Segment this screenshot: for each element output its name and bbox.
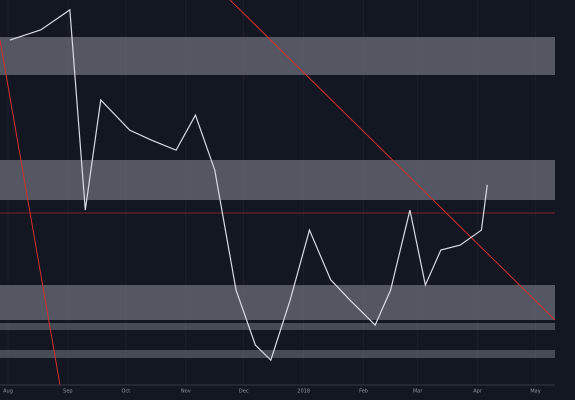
x-tick-label: Mar: [413, 389, 423, 395]
zone: [0, 37, 555, 75]
x-tick-label: Oct: [122, 389, 131, 395]
trend-line: [229, 0, 556, 321]
price-line: [9, 8, 488, 362]
trend-line: [0, 39, 61, 386]
x-tick-label: Aug: [3, 389, 13, 395]
x-tick-label: Feb: [359, 389, 368, 395]
zone: [0, 323, 555, 330]
zone: [0, 350, 555, 358]
zones: [0, 37, 555, 358]
price-axis: [555, 0, 575, 385]
x-tick-label: Sep: [63, 389, 72, 395]
x-tick-label: Dec: [239, 389, 249, 395]
x-tick-label: Nov: [181, 389, 191, 395]
zone: [0, 160, 555, 200]
zone: [0, 285, 555, 320]
trend-lines: [0, 0, 556, 386]
x-tick-label: Apr: [473, 389, 483, 395]
x-tick-label: 2018: [297, 389, 310, 395]
x-tick-label: May: [530, 389, 540, 395]
